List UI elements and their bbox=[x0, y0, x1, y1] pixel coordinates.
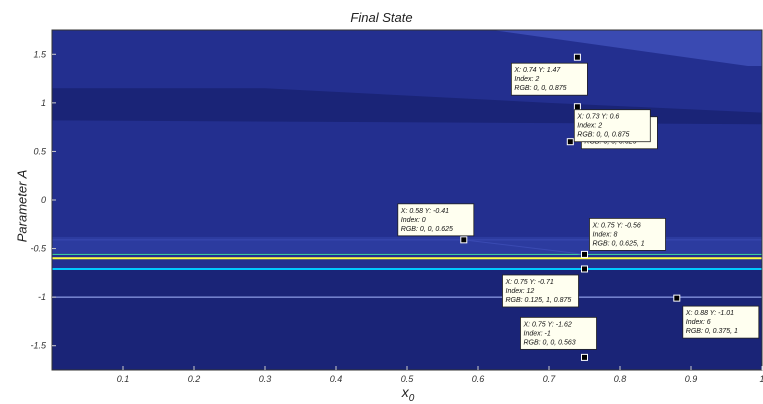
data-tip-text: X: 0.75 Y: -0.71 bbox=[505, 279, 554, 286]
y-tick-label: 0.5 bbox=[33, 146, 47, 156]
data-tip-text: X: 0.88 Y: -1.01 bbox=[685, 310, 734, 317]
x-tick-label: 0.8 bbox=[614, 374, 627, 384]
data-tip-text: RGB: 0, 0.625, 1 bbox=[593, 240, 645, 247]
x-axis-label: x0 bbox=[402, 384, 415, 404]
x-axis-label-main: x bbox=[401, 384, 409, 400]
data-tip-text: X: 0.75 Y: -1.62 bbox=[523, 321, 572, 328]
y-tick-label: 1.5 bbox=[33, 49, 47, 59]
data-tip-marker bbox=[673, 294, 681, 302]
data-tip-box bbox=[510, 62, 588, 96]
data-tip-text: Index: 0 bbox=[401, 217, 426, 224]
data-tip-text: X: 0.73 Y: 0.6 bbox=[576, 114, 619, 121]
region-upper-dark-band bbox=[52, 88, 762, 125]
data-tip-text: X: 0.74 Y: 0.96 bbox=[583, 121, 630, 128]
x-tick-label: 1 bbox=[759, 374, 763, 384]
x-tick-label: 0.1 bbox=[117, 374, 130, 384]
data-tip-box bbox=[573, 109, 651, 143]
data-tip-box bbox=[581, 116, 658, 150]
y-tick-label: 1 bbox=[41, 98, 46, 108]
data-tip-marker bbox=[460, 236, 468, 244]
y-axis-label: Parameter A bbox=[14, 169, 30, 243]
data-tip-text: RGB: 0, 0, 0.563 bbox=[524, 339, 576, 346]
data-tip-marker bbox=[581, 353, 588, 361]
data-tip-marker bbox=[581, 250, 588, 258]
chart-title: Final State bbox=[350, 10, 413, 25]
data-tip-text: Index: 12 bbox=[506, 288, 535, 295]
data-tip-text: RGB: 0, 0, 0.625 bbox=[401, 226, 453, 233]
data-tip-text: X: 0.75 Y: -0.56 bbox=[592, 222, 641, 229]
data-tip: X: 0.73 Y: 0.6 Index: 2 RGB: 0, 0, 0.875 bbox=[566, 109, 651, 146]
data-tip-box bbox=[520, 316, 597, 350]
data-tip-marker bbox=[566, 138, 574, 146]
region-mid-strip bbox=[52, 236, 762, 254]
data-tip-text: Index: 8 bbox=[593, 231, 618, 238]
x-tick-label: 0.3 bbox=[259, 374, 272, 384]
data-tip-marker bbox=[573, 103, 581, 111]
y-tick-label: 0 bbox=[41, 195, 46, 205]
y-tick-label: -1 bbox=[38, 292, 46, 302]
data-tip: X: 0.75 Y: -1.62 Index: -1 RGB: 0, 0, 0.56… bbox=[520, 316, 597, 361]
data-tip-text: RGB: 0.125, 1, 0.875 bbox=[506, 297, 572, 304]
data-tip-text: RGB: 0, 0, 0.875 bbox=[577, 132, 629, 139]
data-tip-text: Index: 2 bbox=[514, 76, 539, 83]
data-tip-text: Index: -1 bbox=[524, 330, 551, 337]
plot-background bbox=[52, 30, 762, 370]
data-tip-text: X: 0.74 Y: 1.47 bbox=[513, 67, 561, 74]
y-tick-label: -0.5 bbox=[30, 244, 47, 254]
region-upper-light-wedge bbox=[492, 30, 762, 66]
data-tip-text: RGB: 0, 0, 0.875 bbox=[514, 85, 566, 92]
data-tip-text: RGB: 0, 0.375, 1 bbox=[686, 328, 738, 335]
data-tip-marker bbox=[581, 265, 588, 273]
x-tick-label: 0.4 bbox=[330, 374, 343, 384]
region-lower-dark bbox=[52, 269, 762, 370]
x-tick-label: 0.5 bbox=[401, 374, 415, 384]
diagonal-feature bbox=[463, 239, 585, 255]
data-tip-text: X: 0.58 Y: -0.41 bbox=[400, 208, 449, 215]
data-tip: X: 0.58 Y: -0.41 Index: 0 RGB: 0, 0, 0.625 bbox=[397, 203, 475, 244]
data-tip: X: 0.75 Y: -0.56 Index: 8 RGB: 0, 0.625, 1 bbox=[581, 217, 666, 258]
plot-frame bbox=[51, 29, 763, 371]
data-tip: X: 0.75 Y: -0.71 Index: 12 RGB: 0.125, 1, … bbox=[502, 265, 588, 308]
data-tip: X: 0.74 Y: 0.96 Index: 0 RGB: 0, 0, 0.625 bbox=[573, 103, 658, 150]
x-tick-label: 0.2 bbox=[188, 374, 201, 384]
data-tip-box bbox=[502, 274, 579, 308]
data-tip-box bbox=[397, 203, 475, 237]
y-tick-label: -1.5 bbox=[30, 341, 47, 351]
data-tip-text: Index: 6 bbox=[686, 319, 711, 326]
data-tip-box bbox=[589, 217, 666, 251]
x-tick-label: 0.9 bbox=[685, 374, 698, 384]
data-tip-text: RGB: 0, 0, 0.625 bbox=[584, 139, 636, 146]
x-axis-label-subscript: 0 bbox=[408, 392, 415, 404]
data-tip: X: 0.88 Y: -1.01 Index: 6 RGB: 0, 0.375, 1 bbox=[673, 294, 760, 339]
data-tip-marker bbox=[573, 53, 581, 61]
x-tick-label: 0.7 bbox=[543, 374, 557, 384]
data-tip: X: 0.74 Y: 1.47 Index: 2 RGB: 0, 0, 0.875 bbox=[510, 53, 588, 96]
data-tip-box bbox=[682, 305, 760, 339]
data-tip-text: Index: 2 bbox=[577, 123, 602, 130]
x-tick-label: 0.6 bbox=[472, 374, 485, 384]
data-tip-text: Index: 0 bbox=[584, 130, 609, 137]
